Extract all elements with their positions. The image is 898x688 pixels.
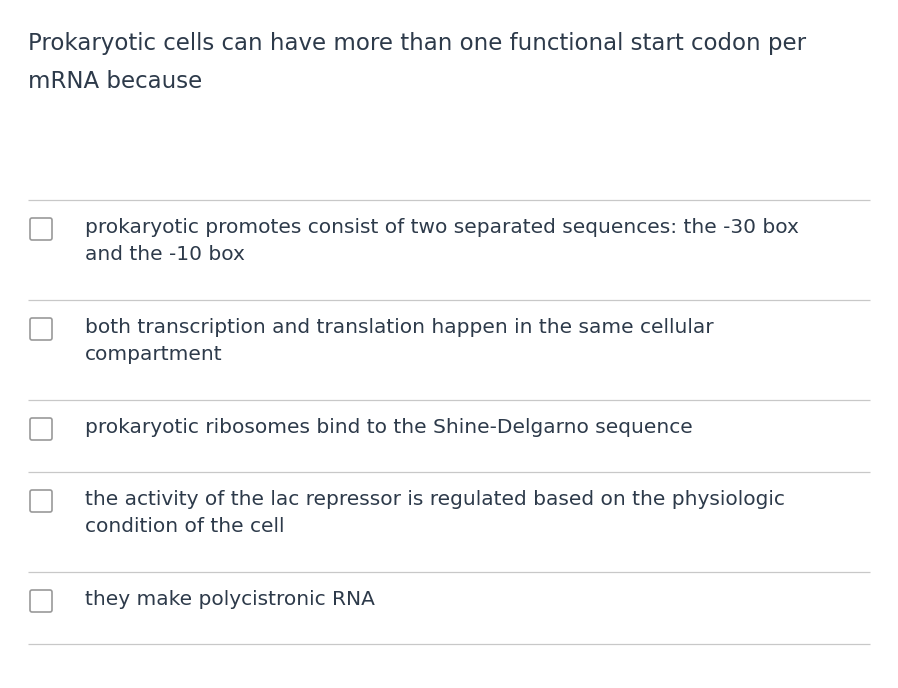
Text: both transcription and translation happen in the same cellular: both transcription and translation happe…	[85, 318, 714, 337]
Text: and the -10 box: and the -10 box	[85, 245, 245, 264]
Text: mRNA because: mRNA because	[28, 70, 202, 93]
Text: they make polycistronic RNA: they make polycistronic RNA	[85, 590, 374, 609]
Text: prokaryotic ribosomes bind to the Shine-Delgarno sequence: prokaryotic ribosomes bind to the Shine-…	[85, 418, 692, 437]
Text: Prokaryotic cells can have more than one functional start codon per: Prokaryotic cells can have more than one…	[28, 32, 806, 55]
Text: compartment: compartment	[85, 345, 223, 364]
Text: prokaryotic promotes consist of two separated sequences: the -30 box: prokaryotic promotes consist of two sepa…	[85, 218, 799, 237]
Text: condition of the cell: condition of the cell	[85, 517, 285, 536]
Text: the activity of the lac repressor is regulated based on the physiologic: the activity of the lac repressor is reg…	[85, 490, 785, 509]
